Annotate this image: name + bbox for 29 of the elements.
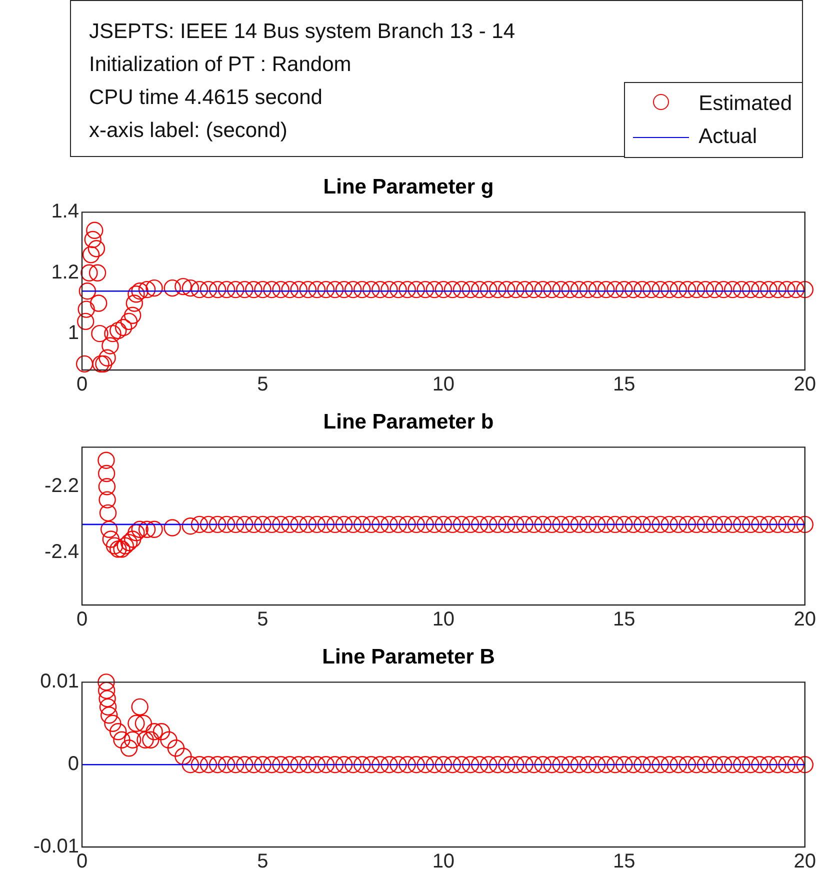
y-tick-label: -0.01 <box>33 836 79 858</box>
y-tick-label: 0.01 <box>40 670 79 693</box>
y-tick-label: 1.4 <box>51 200 79 223</box>
x-tick-label: 10 <box>432 608 455 631</box>
x-tick-label: 15 <box>613 608 636 631</box>
y-tick-label: 1.2 <box>51 261 79 284</box>
y-tick-label: 1 <box>68 322 79 344</box>
legend-label: Actual <box>698 124 757 150</box>
chart-title: Line Parameter B <box>322 645 495 668</box>
x-tick-label: 20 <box>794 374 816 396</box>
chart-title: Line Parameter g <box>323 175 494 198</box>
x-tick-label: 5 <box>257 850 268 873</box>
x-tick-label: 5 <box>257 374 268 396</box>
x-tick-label: 5 <box>257 608 268 631</box>
text: Initialization of PT : Random <box>89 52 352 78</box>
x-tick-label: 10 <box>432 374 455 396</box>
y-tick-label: -2.2 <box>44 475 79 498</box>
chart-title: Line Parameter b <box>323 410 494 434</box>
x-tick-label: 10 <box>432 850 455 873</box>
x-tick-label: 20 <box>794 608 816 631</box>
x-tick-label: 15 <box>613 850 636 873</box>
y-tick-label: 0 <box>68 753 79 776</box>
x-tick-label: 20 <box>794 850 816 873</box>
text: x-axis label: (second) <box>89 119 288 142</box>
x-tick-label: 15 <box>613 374 636 396</box>
text: CPU time 4.4615 second <box>89 86 322 109</box>
legend-label: Estimated <box>698 91 792 117</box>
y-tick-label: -2.4 <box>44 540 79 563</box>
text: JSEPTS: IEEE 14 Bus system Branch 13 - 14 <box>89 19 516 45</box>
